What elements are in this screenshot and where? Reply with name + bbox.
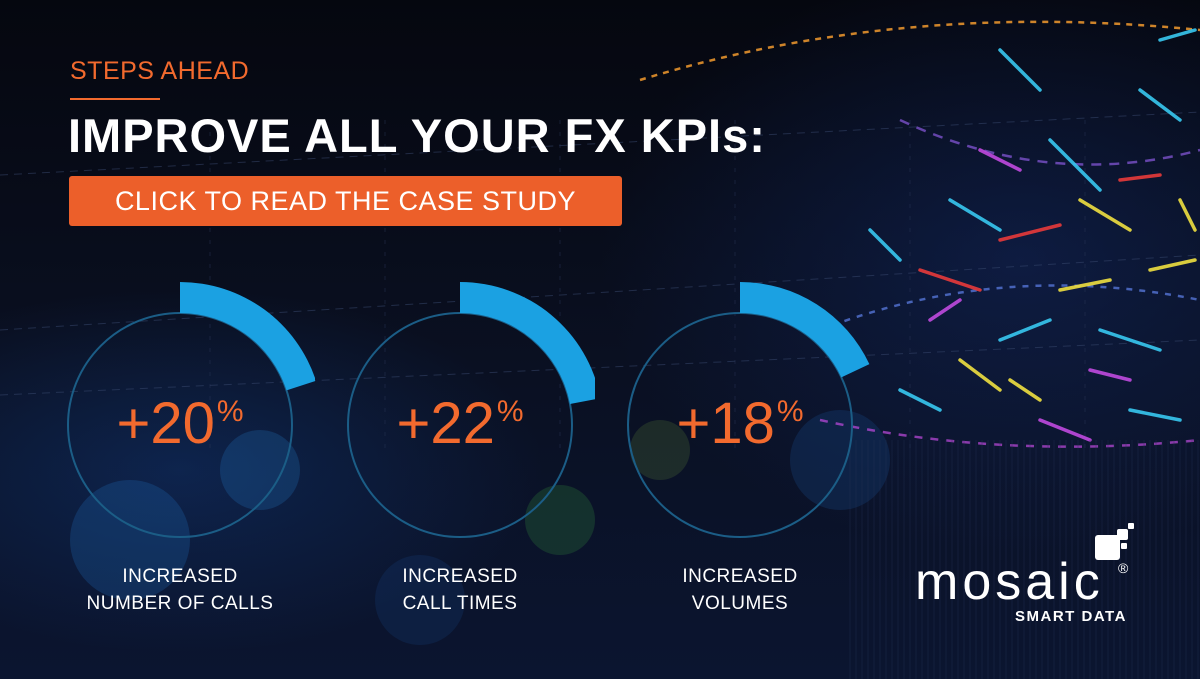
gauge-icon [347,282,595,538]
kpi-calls: +20% INCREASED NUMBER OF CALLS [45,280,315,620]
kpi-label-line: CALL TIMES [402,593,518,614]
kpi-call-times: +22% INCREASED CALL TIMES [325,280,595,620]
logo-wordmark: mosaic [915,553,1104,611]
mosaic-tiles-icon [1095,523,1134,560]
eyebrow-text: STEPS AHEAD [70,57,250,85]
eyebrow-underline [70,98,160,100]
headline: IMPROVE ALL YOUR FX KPIs: [68,109,766,162]
gauge-fill-arc [180,282,315,391]
gauge-icon [67,282,315,538]
kpi-number: +22 [396,391,495,456]
kpi-label-line: INCREASED [682,566,798,587]
kpi-label-line: INCREASED [122,566,238,587]
kpi-label-line: INCREASED [402,566,518,587]
kpi-number: +20 [116,391,215,456]
kpi-label: INCREASED CALL TIMES [315,563,605,617]
gauge-fill-arc [460,282,595,405]
kpi-unit: % [496,395,524,428]
registered-mark: ® [1118,560,1129,576]
kpi-label-line: NUMBER OF CALLS [86,593,274,614]
gauge-icon [627,282,870,538]
kpi-unit: % [776,395,804,428]
kpi-label-line: VOLUMES [691,593,789,614]
mosaic-logo: mosaic ® SMART DATA [915,520,1135,630]
kpi-label: INCREASED NUMBER OF CALLS [35,563,325,617]
gauge-fill-arc [740,282,870,378]
kpi-number: +18 [676,391,775,456]
kpi-value: +18% [605,390,875,457]
kpi-unit: % [216,395,244,428]
kpi-value: +22% [325,390,595,457]
read-case-study-button[interactable]: CLICK TO READ THE CASE STUDY [69,176,622,226]
background-lines [0,20,1200,679]
logo-tagline: SMART DATA [1015,608,1127,625]
kpi-value: +20% [45,390,315,457]
kpi-volumes: +18% INCREASED VOLUMES [605,280,875,620]
kpi-label: INCREASED VOLUMES [595,563,885,617]
